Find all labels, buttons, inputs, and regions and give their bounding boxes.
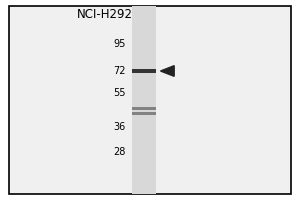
- Text: 28: 28: [114, 147, 126, 157]
- Bar: [132, 107, 156, 110]
- Polygon shape: [160, 66, 174, 76]
- Bar: [132, 6, 156, 194]
- Text: 95: 95: [114, 39, 126, 49]
- Text: 72: 72: [113, 66, 126, 76]
- Text: 36: 36: [114, 122, 126, 132]
- FancyBboxPatch shape: [9, 6, 291, 194]
- Text: NCI-H292: NCI-H292: [77, 7, 133, 21]
- Bar: [132, 69, 156, 73]
- Bar: [132, 112, 156, 115]
- Text: 55: 55: [113, 88, 126, 98]
